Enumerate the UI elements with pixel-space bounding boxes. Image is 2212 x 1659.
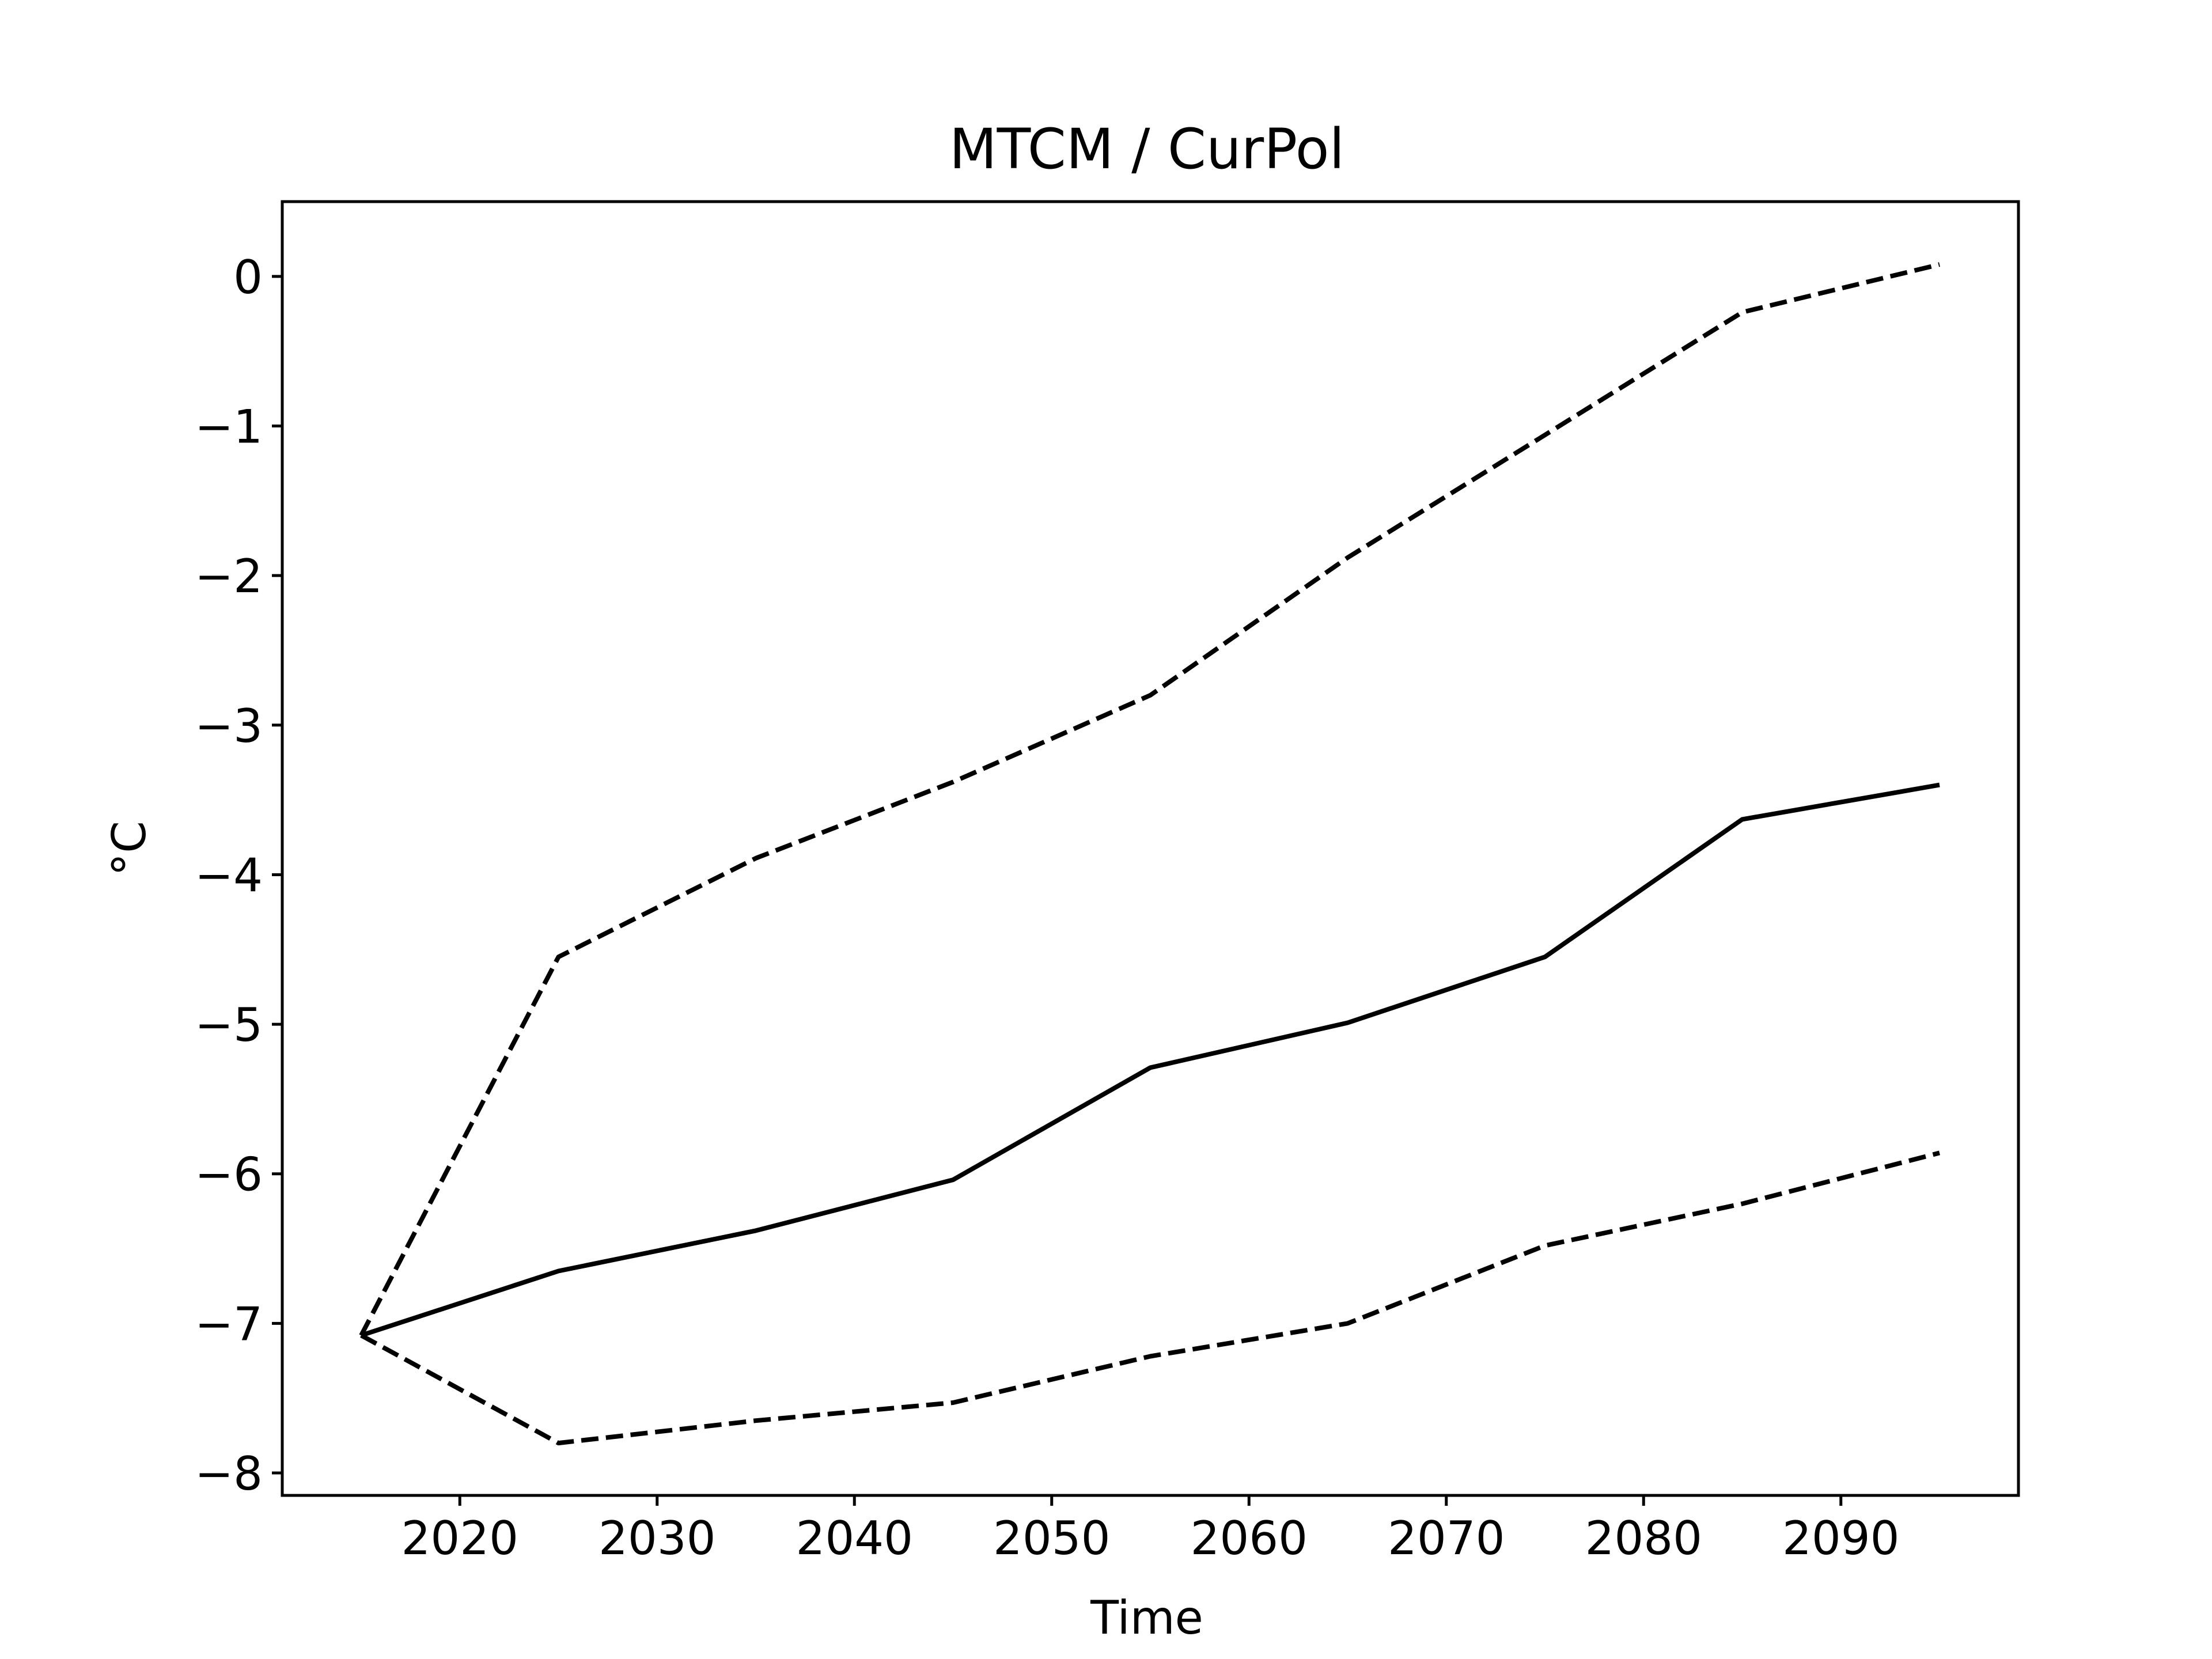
y-tick-label: −2: [195, 550, 263, 603]
series-line-dashed-2: [360, 1150, 1940, 1446]
y-tick-label: −7: [195, 1297, 263, 1351]
x-axis: 2020 2030 2040 2050 2060 2070 2080 2090: [401, 1495, 1900, 1565]
x-tick-label: 2080: [1585, 1512, 1702, 1565]
series-line-solid: [360, 782, 1940, 1338]
x-tick-label: 2060: [1190, 1512, 1308, 1565]
x-tick-label: 2030: [599, 1512, 716, 1565]
y-tick-label: −3: [195, 699, 263, 753]
y-axis-label: °C: [103, 821, 156, 876]
y-tick-label: −8: [195, 1447, 263, 1501]
x-tick-label: 2070: [1388, 1512, 1505, 1565]
y-tick-label: −5: [195, 998, 263, 1052]
series-layer: [359, 262, 1940, 1446]
y-axis: 0 −1 −2 −3 −4 −5 −6 −7 −8: [195, 251, 282, 1501]
x-tick-label: 2090: [1782, 1512, 1900, 1565]
x-tick-label: 2040: [796, 1512, 913, 1565]
x-tick-label: 2050: [993, 1512, 1111, 1565]
chart-title: MTCM / CurPol: [949, 117, 1344, 181]
y-tick-label: −4: [195, 849, 263, 902]
y-tick-label: 0: [233, 251, 263, 304]
y-tick-label: −6: [195, 1148, 263, 1202]
x-tick-label: 2020: [401, 1512, 518, 1565]
plot-area-frame: [281, 200, 2020, 1497]
y-tick-label: −1: [195, 400, 263, 453]
x-axis-label: Time: [1090, 1591, 1203, 1645]
series-line-dashed-1: [359, 262, 1940, 1337]
